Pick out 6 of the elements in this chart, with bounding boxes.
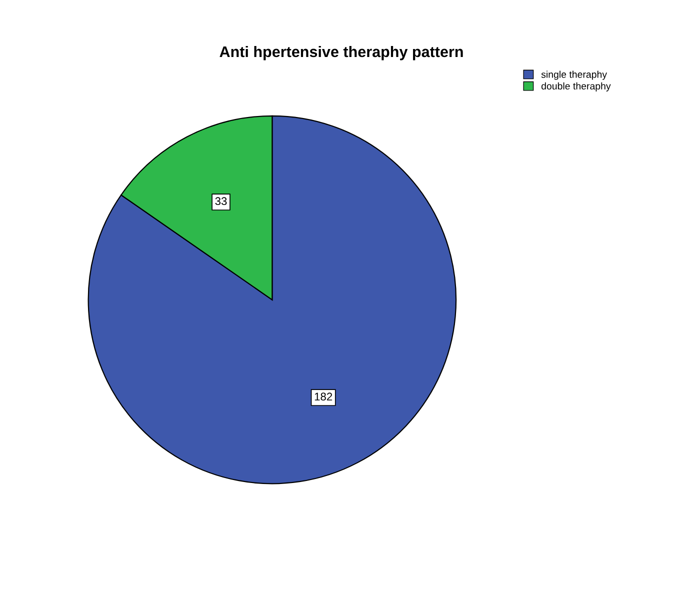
data-label: 33 <box>215 197 227 206</box>
pie-slice <box>88 115 457 484</box>
legend-label: double theraphy <box>541 82 611 92</box>
chart-title: Anti hpertensive theraphy pattern <box>220 46 463 60</box>
legend-label: single theraphy <box>541 70 608 80</box>
data-label: 182 <box>314 392 332 401</box>
